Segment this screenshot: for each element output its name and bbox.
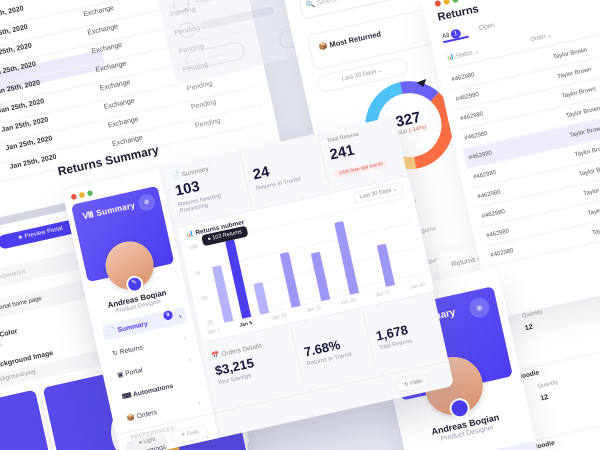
- svg-text:25: 25: [207, 319, 214, 326]
- svg-text:100: 100: [188, 244, 198, 252]
- svg-text:50: 50: [201, 295, 208, 302]
- svg-text:75: 75: [194, 270, 201, 277]
